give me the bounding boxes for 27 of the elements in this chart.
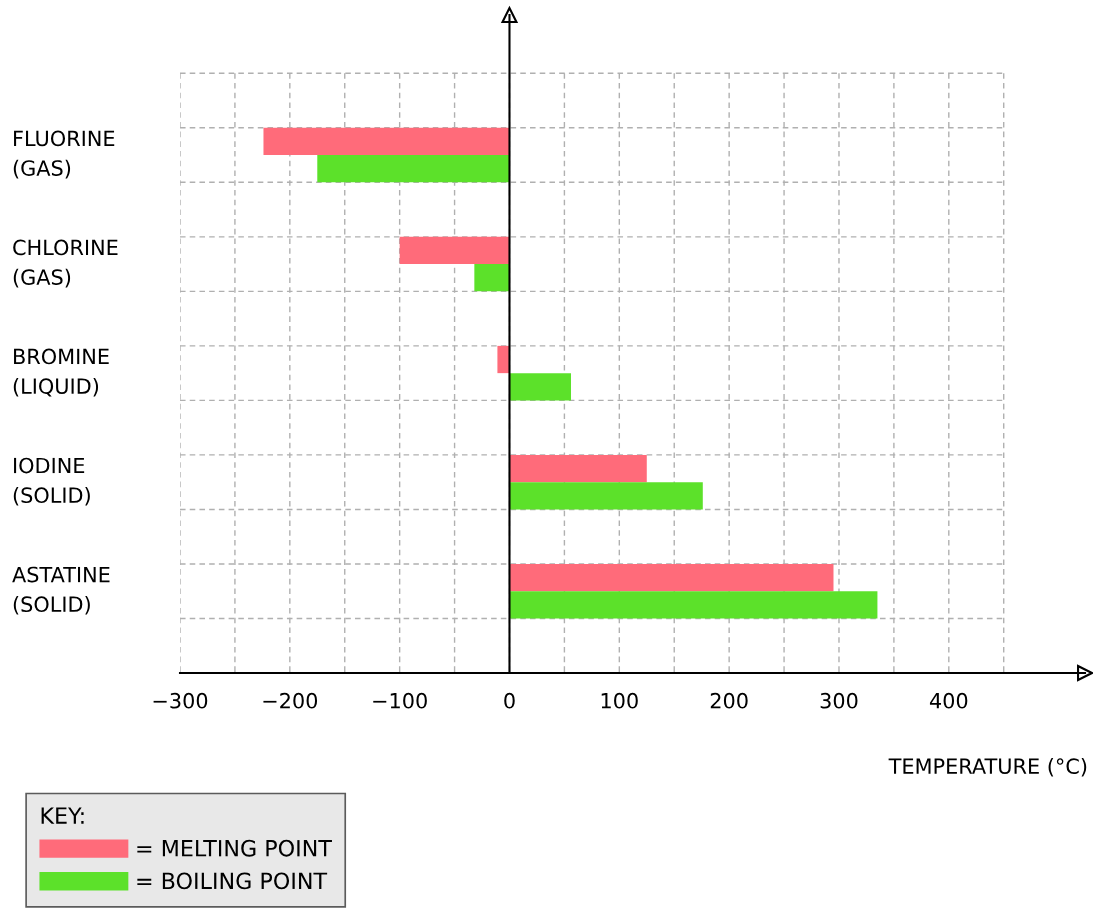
bar	[509, 482, 703, 510]
legend-label: = MELTING POINT	[137, 839, 332, 857]
x-tick-label: 300	[820, 692, 858, 709]
y-tick-label: IODINE (SOLID)	[13, 457, 90, 506]
legend-title: KEY:	[41, 807, 84, 824]
x-tick-label: 100	[601, 692, 638, 709]
bar	[399, 236, 510, 265]
x-tick-label: 400	[929, 692, 968, 709]
bar	[263, 127, 510, 156]
legend-label: = BOILING POINT	[137, 872, 328, 890]
x-tick-label: 200	[710, 692, 748, 709]
y-tick-label: ASTATINE (SOLID)	[12, 566, 110, 615]
x-tick-label: −100	[373, 692, 427, 709]
x-tick-label: −200	[263, 692, 318, 709]
y-tick-label: CHLORINE (GAS)	[13, 239, 118, 288]
bar	[497, 345, 510, 374]
bar	[509, 591, 878, 619]
bar	[317, 155, 510, 183]
bar	[509, 454, 647, 483]
bar	[509, 563, 834, 592]
x-tick-label: −300	[153, 692, 208, 709]
y-tick-label: FLUORINE (GAS)	[13, 130, 115, 179]
x-tick-label: 0	[504, 692, 515, 709]
y-tick-label: BROMINE (LIQUID)	[13, 348, 109, 397]
bar	[509, 373, 571, 401]
x-axis-title: TEMPERATURE (°C)	[888, 757, 1087, 777]
bar	[474, 264, 510, 292]
